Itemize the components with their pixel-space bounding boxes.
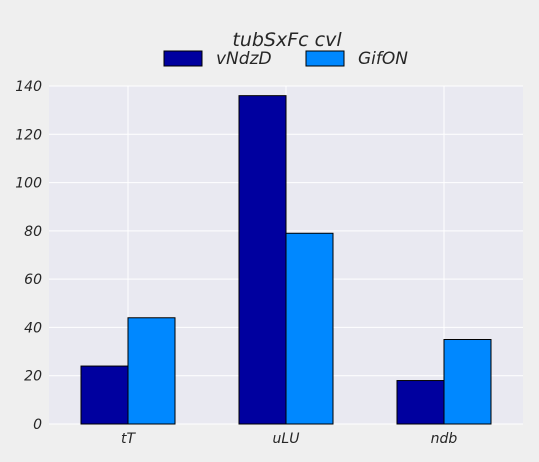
chart-title: tubSxFc cvl	[232, 29, 342, 51]
x-tick-label: tT	[121, 431, 136, 447]
x-tick-label: ndb	[431, 431, 458, 447]
legend-swatch-series-1	[164, 51, 202, 66]
bar-tT-series-1	[81, 366, 128, 424]
y-tick-label: 20	[24, 369, 42, 385]
y-tick-label: 140	[15, 79, 42, 95]
y-tick-label: 80	[24, 224, 42, 240]
y-tick-label: 60	[24, 272, 42, 288]
legend-label-series-2: GifON	[358, 49, 408, 69]
legend: vNdzD GifON	[164, 49, 408, 69]
x-axis: tT uLU ndb	[121, 431, 457, 447]
bar-uLU-series-2	[286, 233, 333, 424]
bar-ndb-series-2	[444, 340, 491, 425]
legend-label-series-1: vNdzD	[216, 49, 272, 69]
x-tick-label: uLU	[273, 431, 300, 447]
bar-ndb-series-1	[397, 381, 444, 424]
y-axis: 0 20 40 60 80 100 120 140	[15, 79, 42, 433]
bar-uLU-series-1	[239, 96, 286, 424]
y-tick-label: 120	[15, 127, 42, 143]
legend-swatch-series-2	[306, 51, 344, 66]
y-tick-label: 100	[15, 176, 42, 192]
bar-tT-series-2	[128, 318, 175, 424]
y-tick-label: 40	[24, 320, 42, 336]
y-tick-label: 0	[33, 417, 42, 433]
